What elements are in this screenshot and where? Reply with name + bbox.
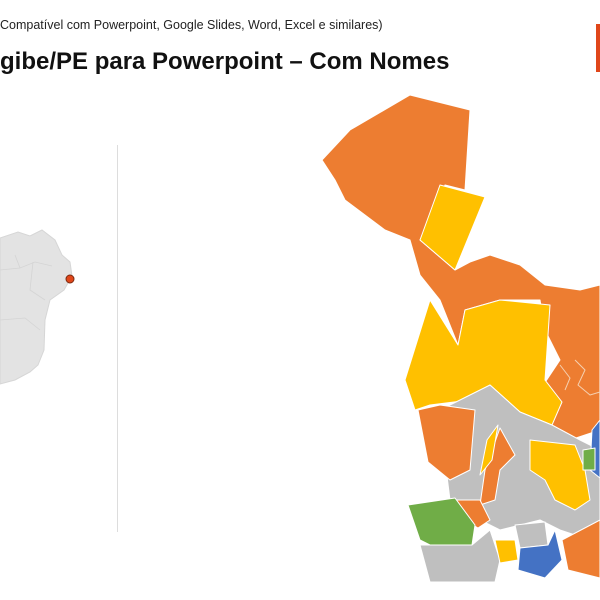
region-yellow-north[interactable] (419, 184, 486, 271)
state-borders (0, 254, 53, 331)
coast-detail (559, 359, 600, 396)
slide-title: gibe/PE para Powerpoint – Com Nomes (0, 48, 450, 75)
region-blue-south[interactable] (517, 529, 563, 579)
region-orange-west[interactable] (417, 404, 476, 481)
region-green-east[interactable] (582, 447, 596, 471)
divider-line (117, 145, 118, 532)
location-dot-icon (65, 274, 75, 284)
region-yellow-east[interactable] (529, 439, 591, 511)
municipality-map (321, 94, 600, 583)
region-yellow-central[interactable] (404, 299, 563, 426)
brazil-shape (0, 229, 73, 385)
region-gray-south-center[interactable] (514, 521, 549, 549)
region-orange-southeast[interactable] (561, 519, 600, 579)
region-yellow-south[interactable] (494, 539, 519, 564)
slide-subtitle: Compatível com Powerpoint, Google Slides… (0, 18, 383, 32)
brazil-locator-map (0, 229, 75, 385)
accent-bar (596, 24, 600, 72)
region-yellow-strip[interactable] (479, 424, 499, 476)
region-orange-strip[interactable] (479, 427, 516, 506)
